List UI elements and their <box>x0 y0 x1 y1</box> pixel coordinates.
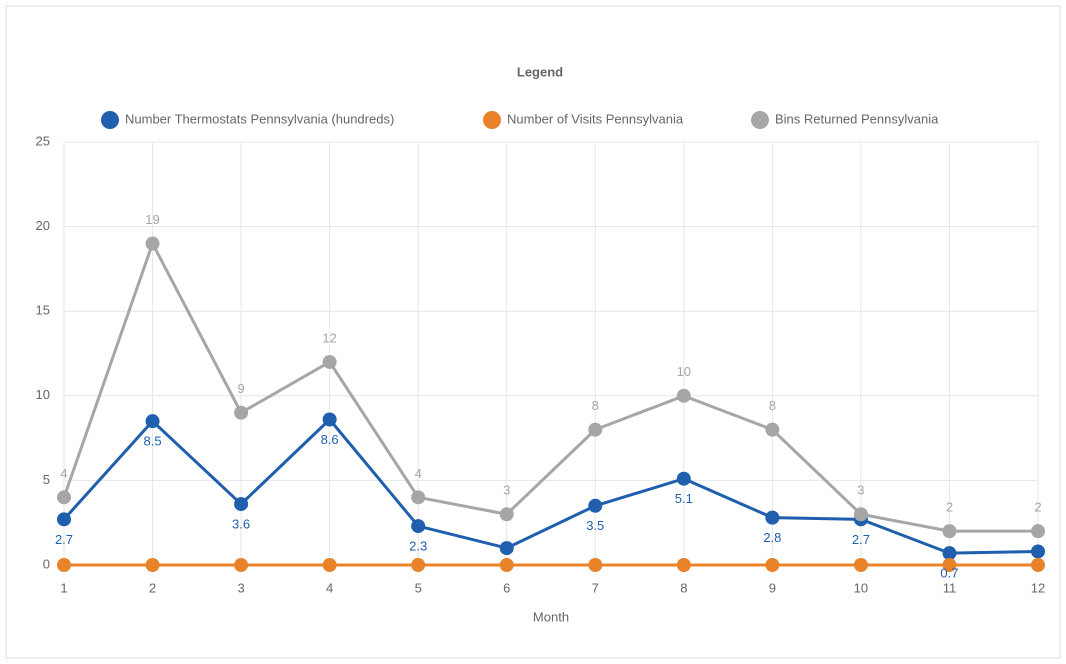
data-point <box>588 422 603 437</box>
data-point <box>322 412 337 427</box>
legend-label: Number of Visits Pennsylvania <box>507 111 684 126</box>
data-point <box>942 524 957 539</box>
y-tick-label: 5 <box>43 472 50 487</box>
data-label: 12 <box>322 330 336 345</box>
data-label: 8 <box>769 398 776 413</box>
data-label: 3 <box>503 483 510 498</box>
data-label: 3.6 <box>232 517 250 532</box>
data-point <box>234 497 249 512</box>
x-axis-label: Month <box>533 609 569 624</box>
data-label: 8.6 <box>321 432 339 447</box>
x-tick-label: 3 <box>237 580 244 595</box>
data-point <box>234 558 249 572</box>
data-label: 2.8 <box>763 530 781 545</box>
data-point <box>411 519 426 534</box>
data-label: 2 <box>946 500 953 515</box>
data-point <box>234 405 249 420</box>
data-label: 10 <box>677 364 691 379</box>
x-tick-label: 6 <box>503 580 510 595</box>
frame <box>5 5 1061 659</box>
data-point <box>588 558 603 572</box>
data-point <box>765 558 780 572</box>
x-tick-label: 9 <box>769 580 776 595</box>
data-label: 2 <box>1034 500 1041 515</box>
data-point <box>57 558 71 572</box>
y-tick-label: 25 <box>36 133 50 148</box>
data-label: 8 <box>592 398 599 413</box>
legend-marker <box>483 111 501 129</box>
data-label: 3 <box>857 483 864 498</box>
x-tick-label: 10 <box>854 580 868 595</box>
data-point <box>322 354 337 369</box>
y-tick-label: 10 <box>36 387 50 402</box>
data-label: 2.7 <box>55 532 73 547</box>
data-label: 8.5 <box>144 434 162 449</box>
series-line <box>62 239 1038 533</box>
data-label: 4 <box>60 466 67 481</box>
y-tick-label: 20 <box>36 218 50 233</box>
data-point <box>145 236 160 251</box>
legend-marker <box>101 111 119 129</box>
x-tick-label: 4 <box>326 580 333 595</box>
data-label: 3.5 <box>586 518 604 533</box>
data-point <box>1031 524 1045 539</box>
data-point <box>57 490 71 505</box>
data-point <box>499 558 514 572</box>
legend-marker <box>751 111 769 129</box>
data-point <box>853 507 868 522</box>
x-tick-label: 2 <box>149 580 156 595</box>
data-label: 2.3 <box>409 539 427 554</box>
legend-title: Legend <box>517 64 563 79</box>
x-tick-label: 11 <box>943 580 957 595</box>
y-tick-label: 15 <box>36 303 50 318</box>
data-point <box>765 510 780 525</box>
data-label: 9 <box>237 381 244 396</box>
data-point <box>322 558 337 572</box>
data-point <box>57 512 71 527</box>
x-tick-label: 12 <box>1031 580 1045 595</box>
x-tick-label: 8 <box>680 580 687 595</box>
data-point <box>499 507 514 522</box>
data-point <box>1031 558 1045 572</box>
legend-label: Number Thermostats Pennsylvania (hundred… <box>125 111 394 126</box>
x-tick-label: 5 <box>415 580 422 595</box>
data-point <box>942 558 957 572</box>
data-point <box>411 490 426 505</box>
data-point <box>676 471 691 486</box>
series-line <box>62 417 1039 555</box>
y-tick-label: 0 <box>43 556 50 571</box>
data-label: 19 <box>145 212 159 227</box>
data-label: 2.7 <box>852 532 870 547</box>
x-tick-label: 7 <box>592 580 599 595</box>
x-tick-label: 1 <box>60 580 67 595</box>
data-point <box>145 414 160 429</box>
data-point <box>588 498 603 513</box>
data-point <box>942 546 957 561</box>
data-point <box>765 422 780 437</box>
data-point <box>411 558 426 572</box>
data-point <box>676 388 691 403</box>
data-point <box>145 558 160 572</box>
data-point <box>499 541 514 556</box>
data-label: 4 <box>415 466 422 481</box>
data-point <box>1031 544 1045 559</box>
data-point <box>853 558 868 572</box>
legend-label: Bins Returned Pennsylvania <box>775 111 939 126</box>
data-point <box>676 558 691 572</box>
data-label: 0.7 <box>940 566 958 581</box>
data-label: 5.1 <box>675 491 693 506</box>
